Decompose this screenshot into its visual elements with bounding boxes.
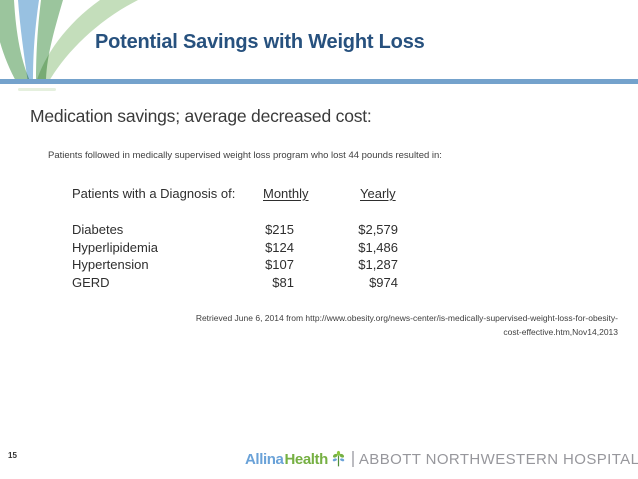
- table-header-row: Patients with a Diagnosis of: Monthly Ye…: [72, 186, 412, 203]
- footer-brand-logo: Allina Health ABBOTT NORTHWESTERN HOSPIT…: [245, 448, 638, 470]
- monthly-cell: $107: [265, 257, 294, 272]
- monthly-cell: $215: [265, 222, 294, 237]
- allina-wordmark: Allina: [245, 450, 284, 468]
- program-description-text: Patients followed in medically supervise…: [48, 150, 442, 161]
- diagnosis-cell: Hypertension: [72, 257, 149, 272]
- logo-divider: [351, 451, 354, 467]
- column-header-yearly: Yearly: [360, 186, 396, 201]
- yearly-cell: $974: [369, 275, 398, 290]
- health-wordmark: Health: [284, 450, 328, 468]
- table-row: Diabetes $215 $2,579: [72, 222, 412, 239]
- diagnosis-cell: Diabetes: [72, 222, 124, 237]
- slide-title: Potential Savings with Weight Loss: [95, 31, 425, 53]
- citation-line-1: Retrieved June 6, 2014 from http://www.o…: [195, 313, 618, 323]
- table-row: GERD $81 $974: [72, 275, 412, 292]
- monthly-cell: $124: [265, 240, 294, 255]
- arc-shadow-artifact: [18, 88, 56, 91]
- source-citation: Retrieved June 6, 2014 from http://www.o…: [158, 312, 618, 339]
- hospital-wordmark: ABBOTT NORTHWESTERN HOSPITAL: [358, 450, 638, 468]
- diagnosis-cell: GERD: [72, 275, 110, 290]
- column-header-monthly: Monthly: [263, 186, 309, 201]
- savings-table: Patients with a Diagnosis of: Monthly Ye…: [72, 186, 412, 296]
- allina-arcs-logo: [0, 0, 138, 83]
- yearly-cell: $1,287: [358, 257, 398, 272]
- table-row: Hyperlipidemia $124 $1,486: [72, 240, 412, 257]
- page-number: 15: [8, 451, 17, 460]
- section-heading: Medication savings; average decreased co…: [30, 106, 372, 126]
- diagnosis-cell: Hyperlipidemia: [72, 240, 158, 255]
- header-divider-rule: [0, 79, 638, 84]
- allina-health-tree-icon: [332, 450, 345, 467]
- monthly-cell: $81: [272, 275, 294, 290]
- yearly-cell: $1,486: [358, 240, 398, 255]
- yearly-cell: $2,579: [358, 222, 398, 237]
- column-header-diagnosis: Patients with a Diagnosis of:: [72, 186, 236, 201]
- table-row: Hypertension $107 $1,287: [72, 257, 412, 274]
- citation-line-2: cost-effective.htm,Nov14,2013: [503, 326, 618, 337]
